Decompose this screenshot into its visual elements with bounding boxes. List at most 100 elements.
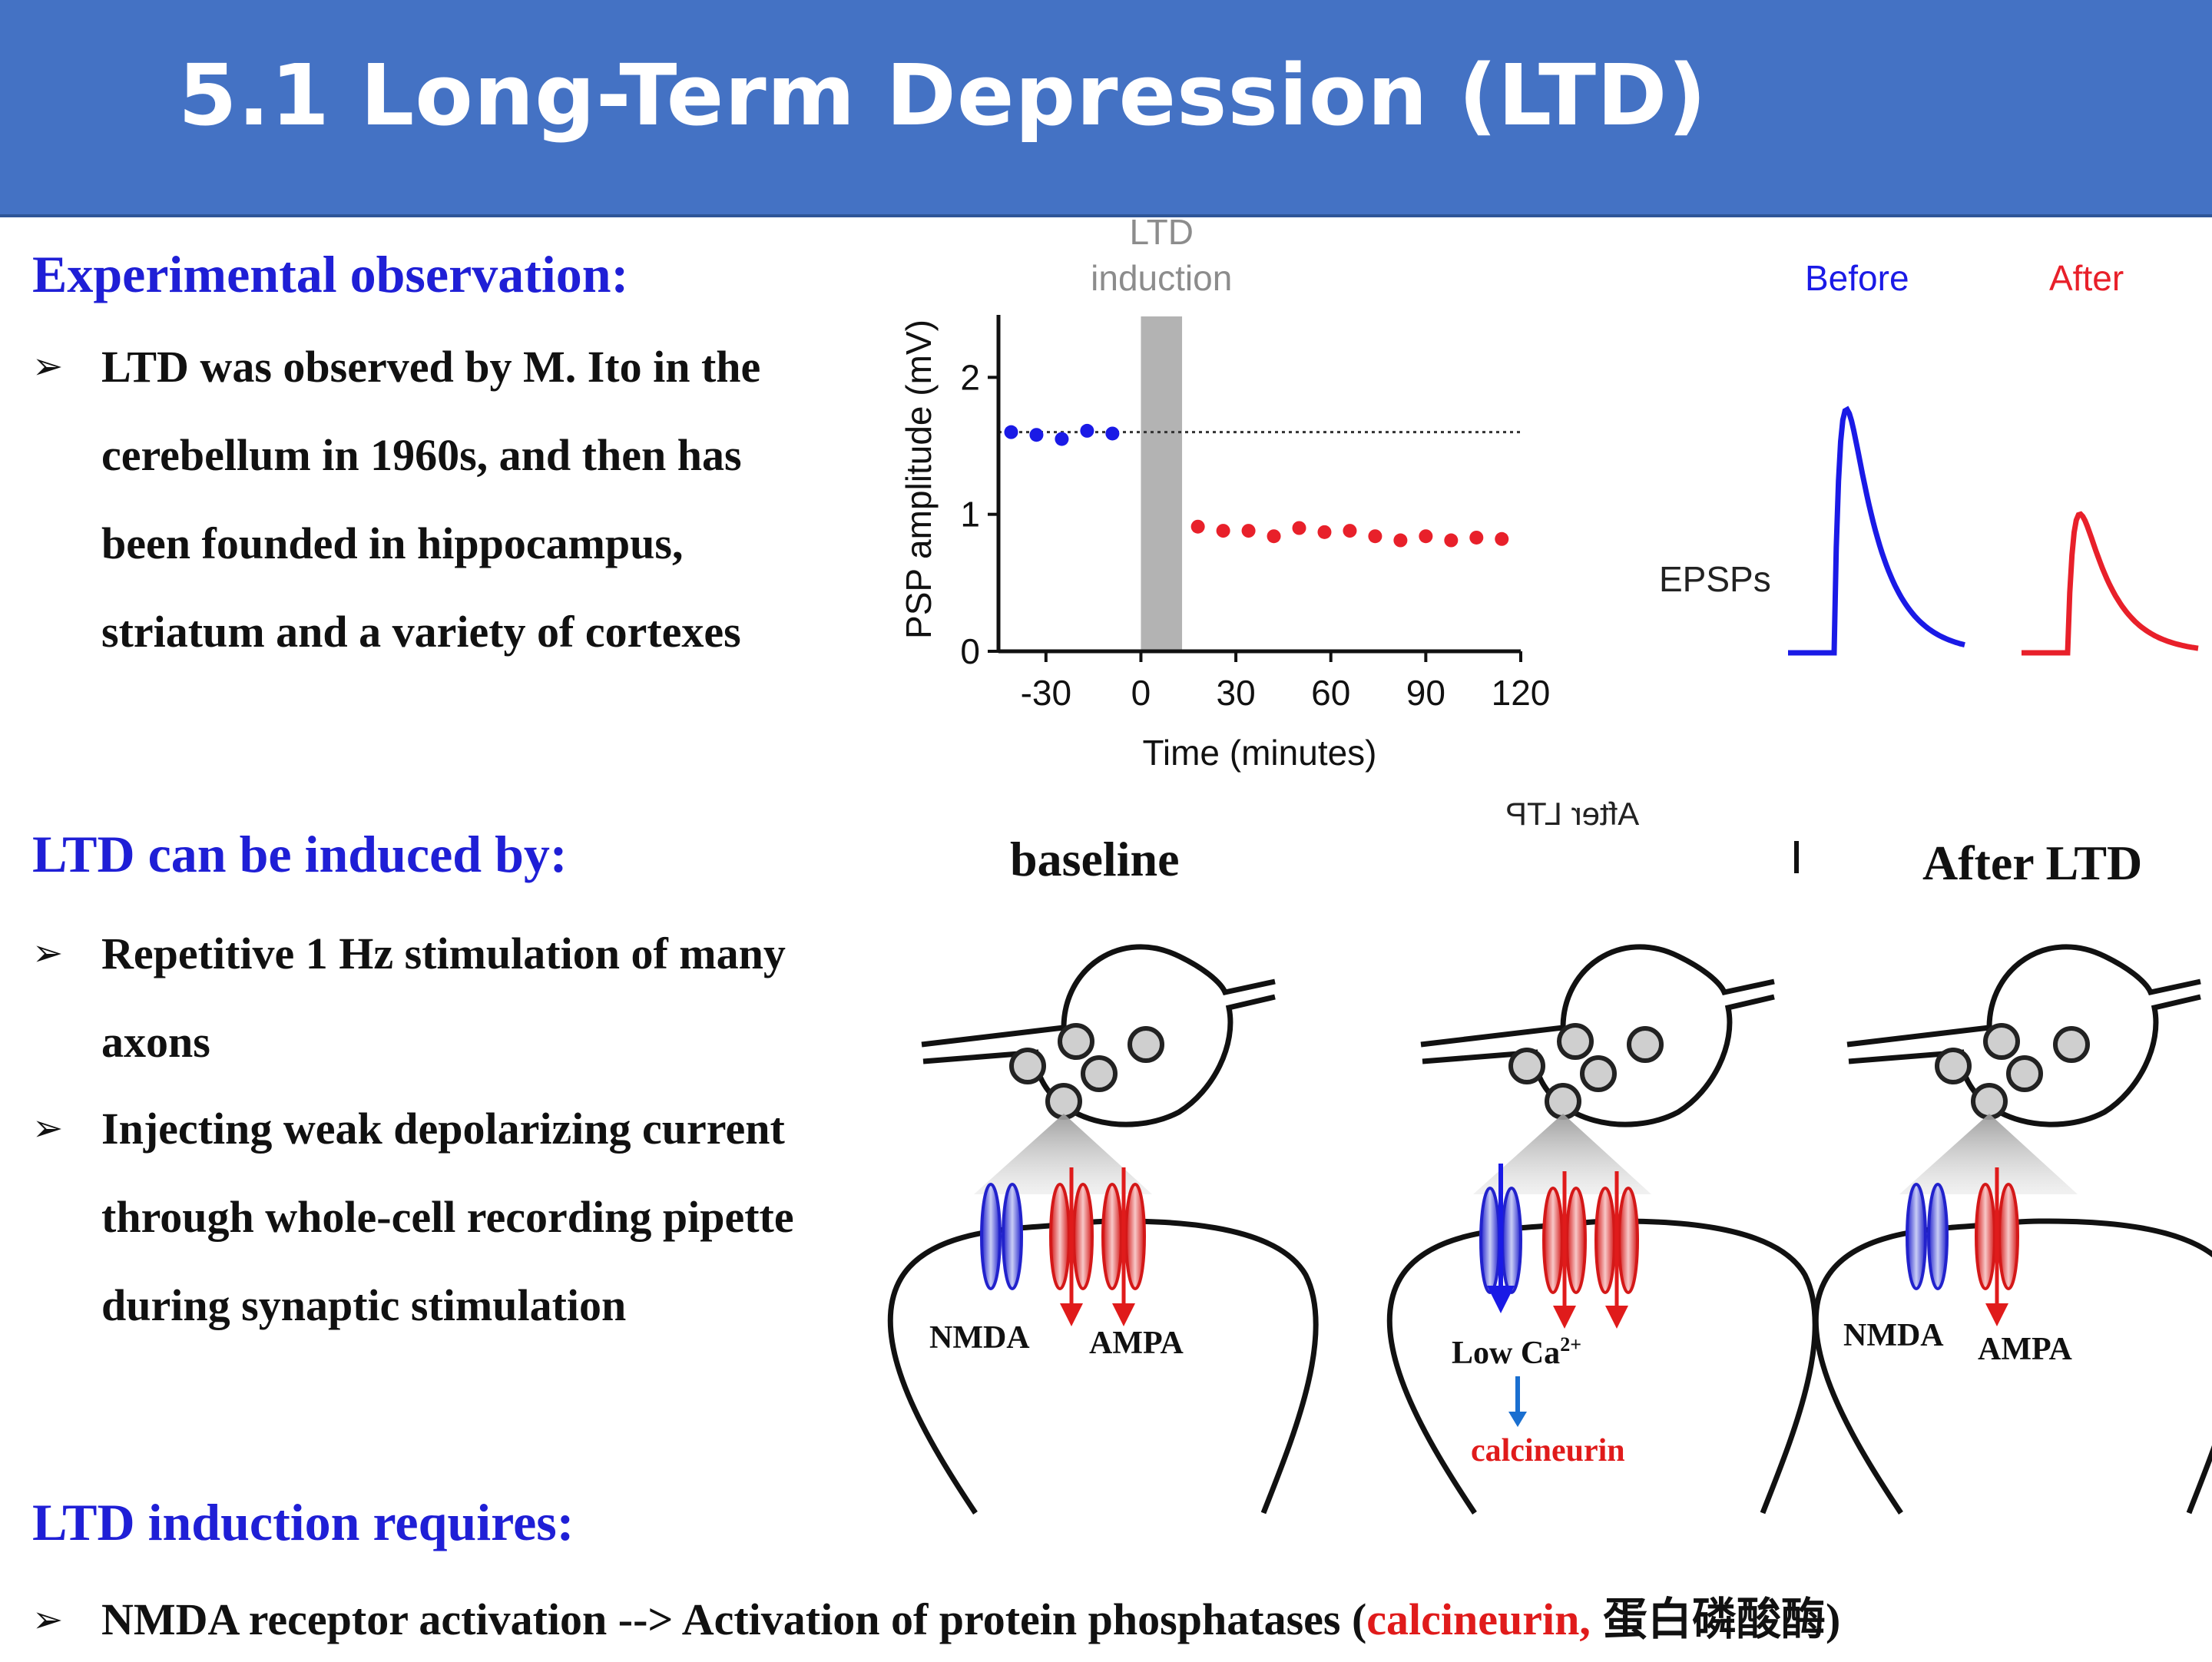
induction-annotation: LTD	[1129, 212, 1194, 252]
slide-title: 5.1 Long-Term Depression (LTD)	[178, 46, 1707, 144]
mirrored-after-ltp-label: After LTP	[1505, 796, 1640, 832]
x-tick-label: 120	[1492, 673, 1551, 713]
vesicles	[1935, 1023, 2090, 1120]
bullet-text: NMDA receptor activation --> Activation …	[101, 1578, 1840, 1662]
arrowhead-icon	[1508, 1412, 1527, 1427]
epsp-before-trace	[1788, 406, 1965, 656]
bullet-nmda-activation: ➢ NMDA receptor activation --> Activatio…	[32, 1578, 1840, 1662]
ca-superscript: 2+	[1560, 1333, 1581, 1356]
induction-bar	[1141, 316, 1183, 651]
bullet-weak-depolarizing-current: ➢ Injecting weak depolarizing current th…	[32, 1084, 794, 1349]
bullet-line: been founded in hippocampus,	[101, 518, 684, 568]
bullet-line: during synaptic stimulation	[101, 1280, 627, 1330]
title-bar: 5.1 Long-Term Depression (LTD)	[0, 0, 2212, 217]
postsynaptic-spine	[1813, 1218, 2212, 1515]
nmda-receptor	[1906, 1183, 1949, 1290]
vesicles	[1009, 1023, 1164, 1120]
low-ca-label: Low Ca2+	[1452, 1333, 1581, 1371]
bullet-1hz-stimulation: ➢ Repetitive 1 Hz stimulation of many ax…	[32, 909, 786, 1086]
calcineurin-label: calcineurin	[1471, 1433, 1625, 1468]
heading-ltd-induction-requires: LTD induction requires:	[32, 1493, 575, 1551]
x-tick-label: 90	[1406, 673, 1445, 713]
data-point-after	[1267, 529, 1281, 544]
y-axis-label: PSP amplitude (mV)	[899, 319, 939, 639]
data-point-after	[1419, 529, 1433, 544]
bullet-line: striatum and a variety of cortexes	[101, 607, 741, 657]
data-point-after	[1495, 531, 1509, 546]
arrow-bullet-icon: ➢	[32, 932, 64, 975]
psp-amplitude-chart: LTD induction 0 1 2 -30 0 30 60 90 120 Time (minute…	[899, 212, 1551, 773]
data-point-after	[1317, 525, 1332, 539]
bullet-line: axons	[101, 1017, 210, 1067]
ampa-receptors	[1049, 1167, 1146, 1326]
nmda-label: NMDA	[1843, 1318, 1944, 1353]
postsynaptic-spine	[887, 1218, 1319, 1515]
panel-title-after-ltd: After LTD	[1922, 836, 2142, 890]
data-point-after	[1190, 519, 1205, 534]
induction-annotation: induction	[1091, 258, 1232, 298]
data-point-after	[1444, 533, 1459, 548]
calcineurin-highlight: calcineurin,	[1366, 1594, 1591, 1644]
release-cone	[1473, 1114, 1651, 1194]
data-point-after	[1469, 530, 1484, 545]
bullet-text: Repetitive 1 Hz stimulation of many axon…	[101, 909, 786, 1086]
presynaptic-terminal	[921, 944, 1276, 1127]
bullet-line: LTD was observed by M. Ito in the	[101, 342, 761, 392]
data-point-after	[1393, 533, 1408, 548]
x-tick-label: 60	[1311, 673, 1350, 713]
synapse-panel-induction: Low Ca2+ calcineurin	[1386, 944, 1818, 1515]
data-point-after	[1241, 524, 1256, 538]
data-point-before	[1004, 425, 1018, 439]
heading-ltd-induced-by: LTD can be induced by:	[32, 825, 568, 883]
nmda-receptor	[980, 1183, 1023, 1290]
epsp-traces-panel: Before After EPSPs	[1659, 258, 2199, 656]
x-tick-label: -30	[1021, 673, 1071, 713]
bullet-text: Injecting weak depolarizing current thro…	[101, 1084, 794, 1349]
x-axis-label: Time (minutes)	[1143, 733, 1377, 773]
bullet-line: Repetitive 1 Hz stimulation of many	[101, 929, 786, 978]
x-tick-label: 0	[1131, 673, 1151, 713]
data-point-after	[1343, 524, 1357, 538]
ca-text: Low Ca	[1452, 1336, 1560, 1371]
ampa-label: AMPA	[1089, 1326, 1184, 1361]
data-point-after	[1292, 521, 1306, 535]
bullet-observation: ➢ LTD was observed by M. Ito in the cere…	[32, 323, 760, 676]
presynaptic-terminal	[1420, 944, 1775, 1127]
ampa-receptors	[1975, 1167, 2019, 1326]
epsp-before-label: Before	[1805, 258, 1909, 298]
y-tick-label: 2	[960, 357, 980, 397]
data-point-before	[1080, 423, 1094, 438]
presynaptic-terminal	[1846, 944, 2201, 1127]
arrow-bullet-icon: ➢	[32, 1598, 64, 1641]
synapse-diagram: baseline After LTD After LTP NMDA AMPA	[887, 832, 2212, 1515]
epsp-after-trace	[2022, 511, 2199, 656]
bullet-line: cerebellum in 1960s, and then has	[101, 430, 742, 480]
data-point-before	[1029, 428, 1044, 442]
data-point-before	[1055, 432, 1069, 446]
epsp-after-label: After	[2049, 258, 2124, 298]
nmda-label: NMDA	[929, 1320, 1030, 1356]
data-point-after	[1216, 524, 1230, 538]
vesicles	[1508, 1023, 1664, 1120]
release-cone	[974, 1114, 1152, 1194]
x-tick-label: 30	[1217, 673, 1256, 713]
data-point-after	[1368, 529, 1382, 544]
arrow-bullet-icon: ➢	[32, 345, 64, 388]
release-cone	[1899, 1114, 2078, 1194]
arrow-bullet-icon: ➢	[32, 1107, 64, 1150]
ampa-receptors	[1542, 1171, 1639, 1329]
bullet-line: through whole-cell recording pipette	[101, 1192, 794, 1242]
bullet-line: Injecting weak depolarizing current	[101, 1104, 785, 1154]
synapse-panel-after-ltd: NMDA AMPA	[1813, 944, 2212, 1515]
ampa-label: AMPA	[1978, 1332, 2073, 1367]
bullet-text: LTD was observed by M. Ito in the cerebe…	[101, 323, 760, 676]
data-point-before	[1105, 426, 1120, 441]
nmda-receptor	[1479, 1164, 1522, 1313]
cropped-title-fragment	[1794, 841, 1799, 873]
chinese-term: 蛋白磷酸酶	[1590, 1594, 1826, 1644]
panel-title-baseline: baseline	[1010, 832, 1179, 886]
heading-experimental-observation: Experimental observation:	[32, 245, 629, 303]
bullet-prefix: NMDA receptor activation --> Activation …	[101, 1594, 1367, 1644]
bullet-suffix: )	[1826, 1594, 1841, 1644]
y-tick-label: 0	[960, 631, 980, 671]
